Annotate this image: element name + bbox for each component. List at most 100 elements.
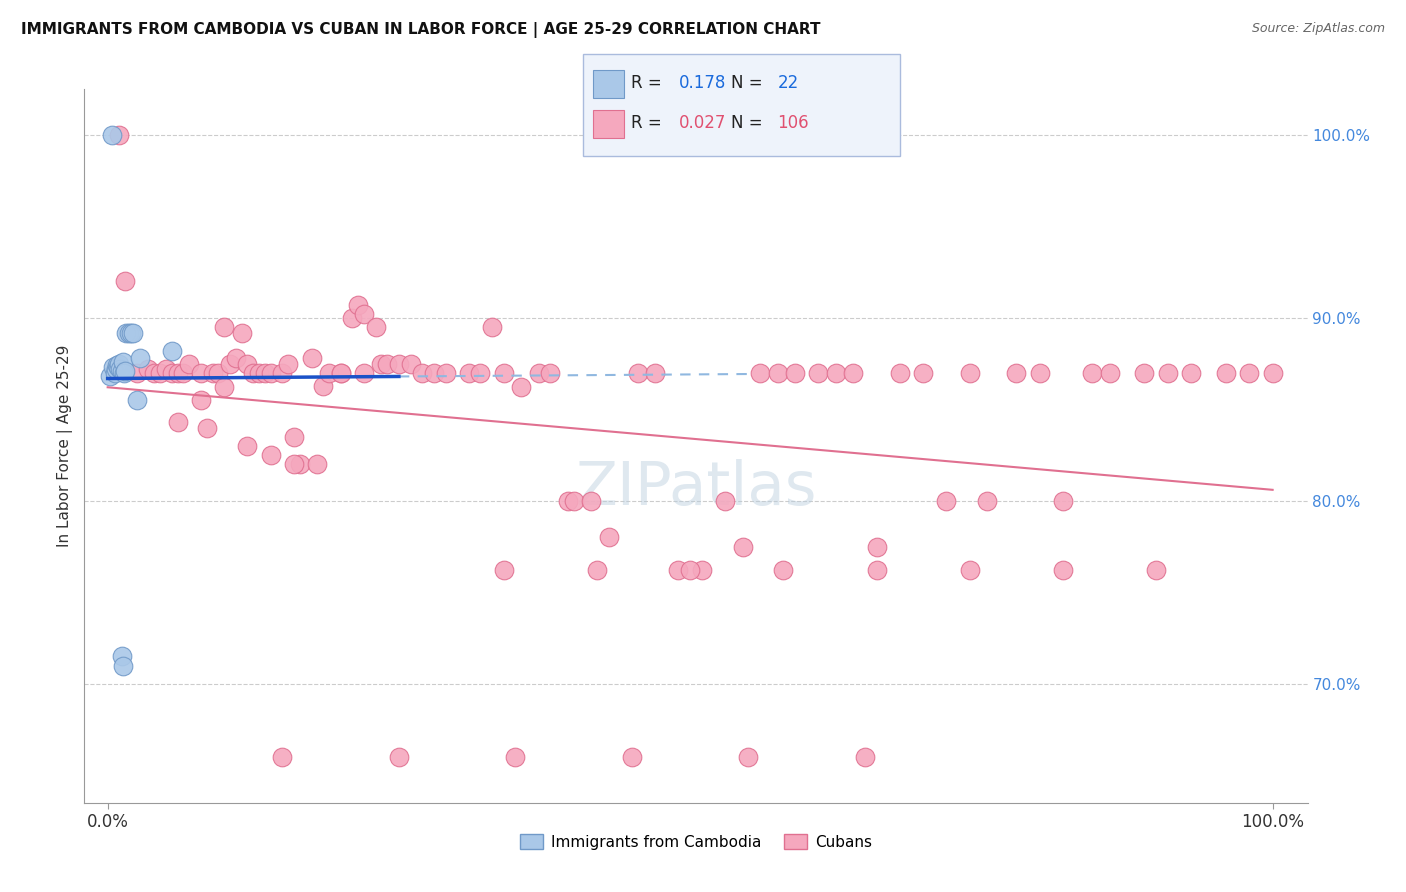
Text: R =: R = [631,114,668,132]
Point [644,366,666,380]
Point [976,494,998,508]
Point [1052,494,1074,508]
Point [283,458,305,472]
Point [807,366,830,380]
Point [411,366,433,380]
Point [160,343,183,358]
Text: R =: R = [631,74,668,92]
Point [253,366,276,380]
Point [1261,366,1284,380]
Point [277,357,299,371]
Point [231,326,253,340]
Point [108,357,131,371]
Point [219,357,242,371]
Point [129,351,152,366]
Point [105,359,128,373]
Point [853,750,876,764]
Point [620,750,643,764]
Point [98,369,121,384]
Point [108,128,131,142]
Point [388,357,411,371]
Point [766,366,789,380]
Point [122,326,145,340]
Text: ZIPatlas: ZIPatlas [575,459,817,518]
Point [579,494,602,508]
Point [111,649,134,664]
Point [731,540,754,554]
Point [668,563,690,577]
Point [457,366,479,380]
Legend: Immigrants from Cambodia, Cubans: Immigrants from Cambodia, Cubans [515,828,877,855]
Point [104,366,127,380]
Text: Source: ZipAtlas.com: Source: ZipAtlas.com [1251,22,1385,36]
Point [312,378,335,392]
Point [103,360,125,375]
Point [112,366,135,380]
Point [301,351,323,366]
Text: IMMIGRANTS FROM CAMBODIA VS CUBAN IN LABOR FORCE | AGE 25-29 CORRELATION CHART: IMMIGRANTS FROM CAMBODIA VS CUBAN IN LAB… [21,22,821,38]
Point [749,366,772,380]
Point [342,310,364,325]
Point [271,750,294,764]
Point [375,357,398,371]
Point [329,366,352,380]
Point [288,458,311,472]
Point [423,366,446,380]
Point [149,366,172,380]
Point [143,366,166,380]
Point [166,366,188,380]
Point [101,128,124,142]
Point [111,658,134,673]
Text: 0.178: 0.178 [679,74,727,92]
Point [201,366,224,380]
Point [865,563,887,577]
Point [114,364,136,378]
Point [353,307,375,321]
Point [271,366,294,380]
Point [481,320,503,334]
Point [179,357,201,371]
Point [212,380,235,394]
Point [598,531,620,545]
Text: 0.027: 0.027 [679,114,727,132]
Point [912,366,935,380]
Point [690,563,713,577]
Point [1081,366,1104,380]
Point [562,494,585,508]
Point [353,366,375,380]
Point [737,750,759,764]
Point [190,366,212,380]
Point [125,393,148,408]
Text: N =: N = [731,74,768,92]
Point [492,366,515,380]
Point [107,360,129,375]
Point [470,366,492,380]
Point [1052,563,1074,577]
Point [388,750,411,764]
Point [1133,366,1156,380]
Point [935,494,957,508]
Point [527,366,550,380]
Point [399,357,422,371]
Point [283,430,305,444]
Point [125,366,148,380]
Point [1180,366,1202,380]
Point [627,366,650,380]
Point [307,458,329,472]
Point [492,563,515,577]
Point [236,439,259,453]
Point [538,366,561,380]
Point [1005,366,1028,380]
Text: N =: N = [731,114,768,132]
Point [329,366,352,380]
Point [1098,366,1121,380]
Point [865,540,887,554]
Point [117,326,139,340]
Point [714,494,737,508]
Point [370,357,392,371]
Point [114,274,136,288]
Point [824,366,846,380]
Point [225,351,247,366]
Y-axis label: In Labor Force | Age 25-29: In Labor Force | Age 25-29 [58,345,73,547]
Point [110,362,132,376]
